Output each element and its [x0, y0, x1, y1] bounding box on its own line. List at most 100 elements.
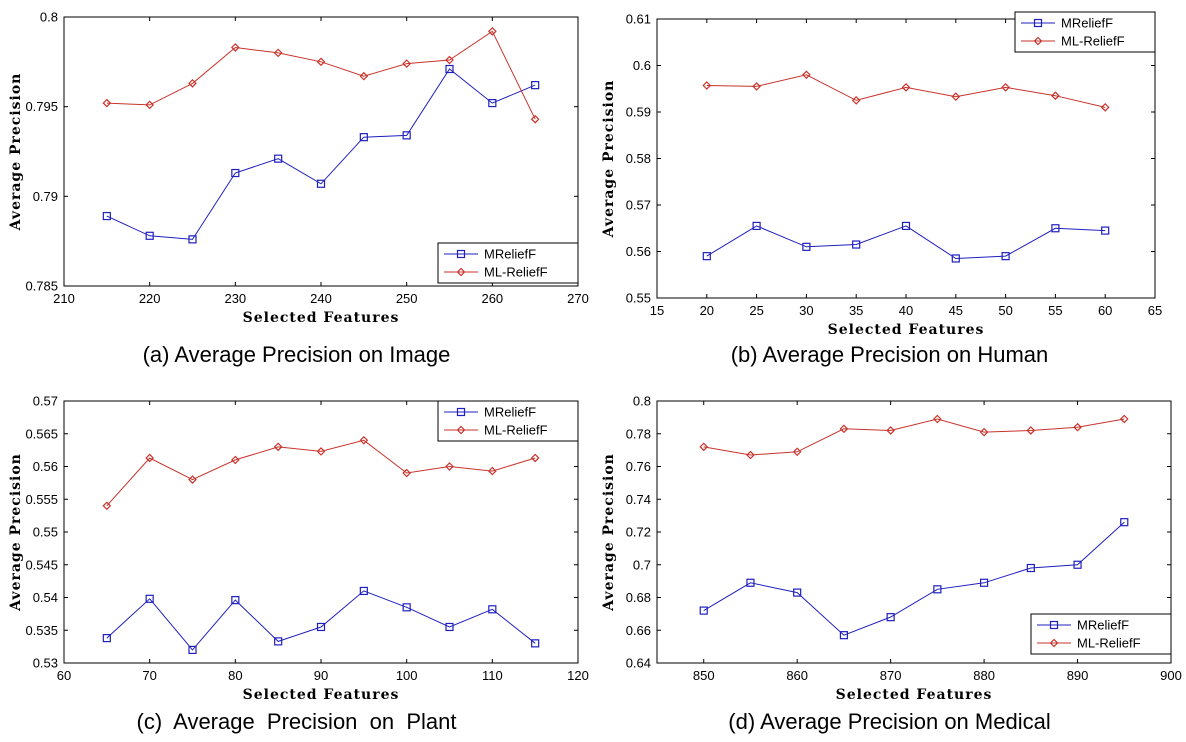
legend-box	[1030, 613, 1172, 655]
y-tick-label: 0.535	[25, 623, 58, 638]
chart-image-svg: 210 220 230 240 250 260 270 0.785 0.79 0.795 0.8 Se…	[8, 10, 589, 327]
data-point	[359, 133, 368, 142]
data-point	[793, 588, 802, 597]
data-point	[1101, 226, 1110, 235]
legend-box	[437, 242, 579, 284]
series-ml-relieff	[699, 414, 1129, 460]
x-tick-label: 30	[799, 303, 813, 318]
legend-marker	[1049, 620, 1059, 630]
data-point	[699, 442, 709, 452]
data-point	[488, 605, 497, 614]
data-point	[445, 55, 454, 65]
data-point	[1026, 426, 1036, 435]
data-point	[702, 81, 712, 90]
data-point	[316, 179, 326, 188]
data-point	[1026, 563, 1035, 573]
y-tick-label: 0.795	[25, 99, 58, 114]
series-line	[106, 439, 536, 507]
y-tick-label: 0.79	[33, 189, 58, 204]
data-point	[802, 242, 811, 251]
x-tick-label: 860	[786, 668, 808, 683]
y-tick-label: 0.8	[633, 394, 651, 409]
data-point	[933, 414, 942, 424]
y-tick-label: 0.8	[40, 10, 58, 25]
data-point	[316, 622, 326, 632]
data-point	[1119, 414, 1129, 424]
data-point	[702, 252, 711, 261]
y-tick-label: 0.58	[626, 151, 651, 166]
data-point	[445, 622, 454, 632]
x-tick-label: 55	[1048, 303, 1062, 318]
plot-frame	[656, 18, 1156, 299]
data-point	[488, 98, 497, 108]
data-point	[402, 131, 411, 140]
chart-image: 210 220 230 240 250 260 270 0.785 0.79 0.795 0.8 Se…	[0, 0, 593, 371]
legend: MReliefF ML-ReliefF	[437, 400, 579, 442]
x-tick-label: 65	[1148, 303, 1162, 318]
series-ml-relieff	[102, 435, 540, 511]
x-axis-title: Selected Features	[836, 687, 993, 703]
y-tick-label: 0.78	[626, 426, 651, 441]
series-mrelieff	[102, 586, 540, 654]
legend: MReliefF ML-ReliefF	[1014, 11, 1156, 53]
data-point	[188, 645, 197, 654]
data-point	[274, 154, 283, 163]
data-point	[487, 466, 497, 476]
x-tick-label: 25	[749, 303, 763, 318]
data-point	[230, 43, 240, 52]
data-point	[839, 631, 849, 640]
data-point	[274, 637, 283, 646]
x-tick-label: 270	[567, 291, 589, 306]
x-tick-label: 880	[973, 668, 995, 683]
data-point	[951, 254, 960, 263]
data-point	[102, 211, 111, 221]
data-point	[402, 468, 412, 478]
data-point	[445, 462, 454, 471]
series-line	[706, 225, 1106, 260]
x-tick-label: 110	[482, 668, 503, 683]
y-tick-label: 0.64	[626, 656, 651, 671]
y-tick-label: 0.53	[33, 656, 58, 671]
data-point	[316, 57, 326, 67]
x-tick-label: 50	[998, 303, 1012, 318]
series-mrelieff	[102, 64, 540, 244]
y-tick-label: 0.565	[25, 426, 58, 441]
data-point	[102, 98, 112, 108]
data-point	[901, 221, 911, 231]
data-point	[752, 221, 761, 231]
legend-box	[1014, 11, 1156, 53]
data-point	[402, 603, 411, 612]
legend-marker	[456, 249, 466, 259]
legend-label: MReliefF	[1061, 16, 1113, 31]
data-point	[933, 585, 942, 594]
legend-label: ML-ReliefF	[1061, 34, 1125, 49]
data-point	[792, 447, 802, 457]
series-line	[703, 418, 1125, 456]
y-tick-label: 0.66	[626, 623, 651, 638]
legend-marker	[1049, 638, 1059, 648]
data-point	[231, 596, 240, 605]
x-tick-label: 15	[650, 303, 664, 318]
data-point	[1100, 103, 1110, 112]
data-point	[530, 453, 540, 463]
x-tick-label: 890	[1067, 668, 1089, 683]
chart-plant: 60 70 80 90 100 110 120 0.53 0.535 0.54 0.545 0.55 0…	[0, 371, 593, 742]
data-point	[402, 59, 412, 68]
legend-box	[437, 400, 579, 442]
caption-medical: (d) Average Precision on Medical	[728, 709, 1051, 734]
x-tick-label: 250	[396, 291, 418, 306]
data-point	[231, 168, 240, 178]
y-tick-label: 0.785	[25, 279, 58, 294]
data-point	[1051, 91, 1060, 101]
data-point	[746, 450, 755, 460]
data-point	[1073, 560, 1082, 569]
x-tick-label: 60	[57, 668, 71, 683]
series-line	[106, 590, 536, 651]
x-tick-label: 220	[139, 291, 161, 306]
data-point	[530, 114, 540, 124]
y-tick-label: 0.56	[33, 459, 58, 474]
y-axis-title: Average Precision	[601, 453, 617, 612]
y-tick-label: 0.72	[626, 525, 651, 540]
legend: MReliefF ML-ReliefF	[437, 242, 579, 284]
x-tick-label: 900	[1160, 668, 1182, 683]
